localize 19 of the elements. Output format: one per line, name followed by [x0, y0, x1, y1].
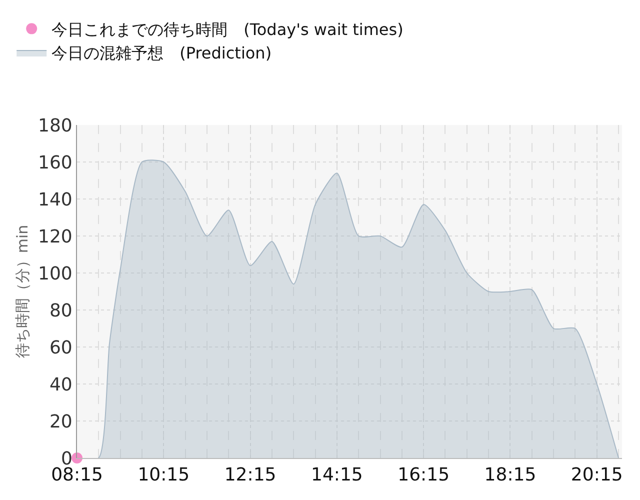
y-tick-label: 20 [49, 411, 72, 432]
y-tick-label: 160 [38, 152, 72, 174]
x-tick-label: 18:15 [484, 464, 536, 486]
x-tick-label: 08:15 [51, 464, 103, 486]
y-tick-label: 40 [49, 374, 72, 396]
y-axis-title: 待ち時間（分）min [13, 224, 32, 358]
y-tick-label: 180 [38, 115, 72, 136]
legend-label: 今日の混雑予想 (Prediction) [52, 44, 272, 63]
x-tick-label: 10:15 [138, 464, 190, 486]
y-tick-label: 80 [49, 300, 72, 322]
x-tick-label: 14:15 [311, 464, 363, 486]
y-tick-label: 120 [38, 226, 72, 248]
y-tick-label: 100 [38, 263, 72, 284]
x-tick-label: 16:15 [398, 464, 450, 486]
x-tick-label: 20:15 [570, 464, 623, 486]
y-tick-label: 60 [49, 337, 72, 358]
y-tick-label: 140 [38, 189, 72, 210]
x-tick-label: 12:15 [224, 464, 276, 486]
legend-label: 今日これまでの待ち時間 (Today's wait times) [52, 20, 404, 39]
